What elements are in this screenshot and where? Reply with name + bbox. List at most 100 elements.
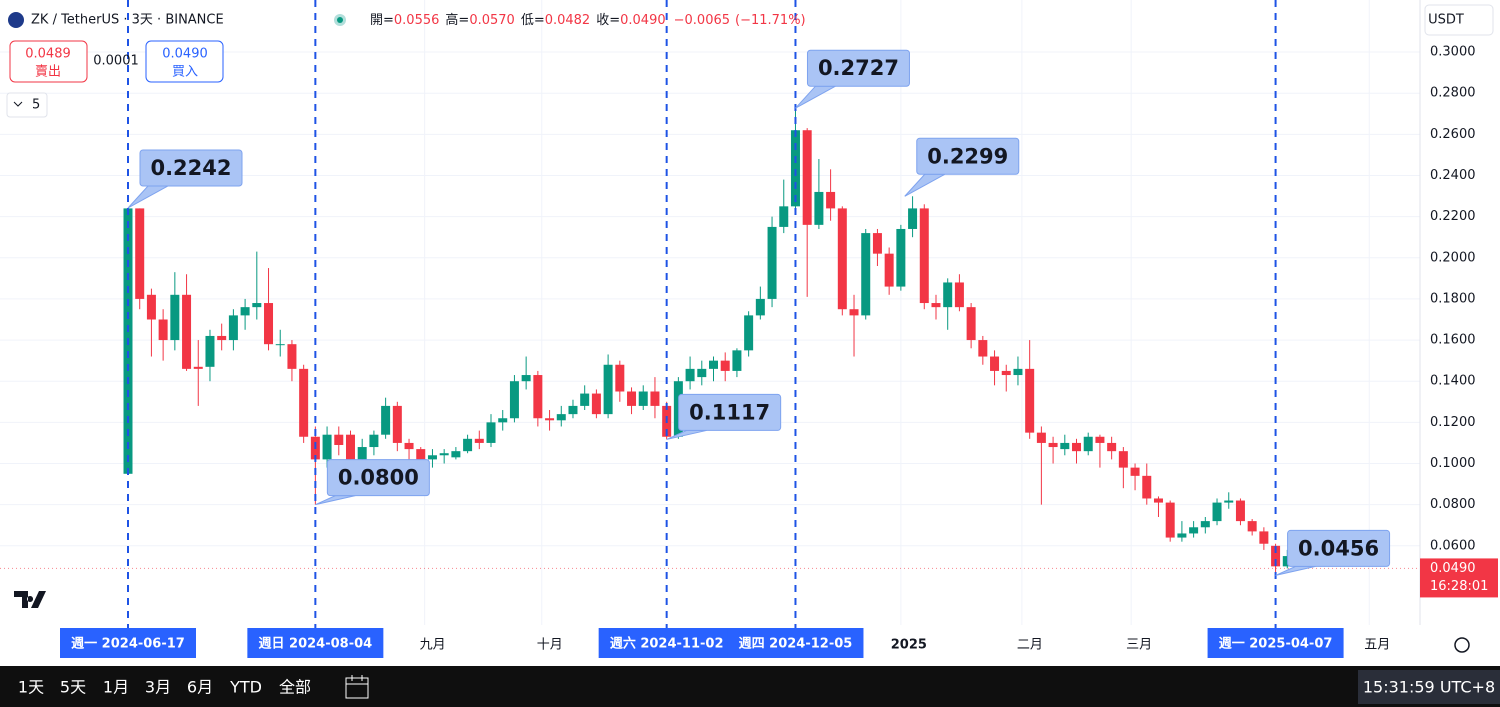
candle-body xyxy=(779,206,789,227)
quantity-box[interactable] xyxy=(6,92,48,118)
candle-body xyxy=(205,335,215,367)
price-axis-bg xyxy=(1420,0,1500,625)
candle-body xyxy=(732,350,742,371)
candle-body xyxy=(1153,498,1163,503)
candle-body xyxy=(545,418,555,421)
callout-pointer xyxy=(904,173,946,197)
callout-box xyxy=(916,137,1020,175)
candle-body xyxy=(861,233,871,316)
candle-body xyxy=(896,228,906,287)
candle-body xyxy=(568,405,578,415)
currency-button[interactable] xyxy=(1424,4,1494,36)
y-tick-label: 0.1400 xyxy=(1430,374,1476,389)
candle-body xyxy=(451,451,461,458)
clock: 15:31:59 UTC+8 xyxy=(1363,678,1495,697)
candle-body xyxy=(966,307,976,341)
candle-body xyxy=(1165,502,1175,538)
x-tick-label: 二月 xyxy=(1017,638,1043,653)
date-marker-label: 週六 2024-11-02 xyxy=(610,636,724,652)
date-range-icon[interactable] xyxy=(345,675,369,699)
range-button[interactable]: 6月 xyxy=(187,678,213,697)
x-tick-label: 五月 xyxy=(1364,638,1390,653)
candle-body xyxy=(919,208,929,304)
range-button[interactable]: 3月 xyxy=(145,678,171,697)
candle-body xyxy=(954,282,964,308)
candle-body xyxy=(1013,368,1023,376)
ohlc-value: 0.0490 xyxy=(620,13,666,28)
candle-body xyxy=(849,309,859,316)
candle-body xyxy=(135,208,145,299)
date-marker-label: 週日 2024-08-04 xyxy=(259,637,373,652)
candle-body xyxy=(744,315,754,351)
candle-body xyxy=(814,191,824,225)
candle-body xyxy=(1200,521,1210,528)
candle-body xyxy=(521,375,531,382)
last-price-label: 0.0490 xyxy=(1430,561,1476,576)
candle-body xyxy=(228,315,238,341)
candle-body xyxy=(1235,500,1245,522)
countdown: 16:28:01 xyxy=(1430,579,1488,594)
candle-body xyxy=(381,405,391,435)
y-tick-label: 0.2000 xyxy=(1430,250,1476,265)
range-button[interactable]: YTD xyxy=(229,678,262,697)
candle-body xyxy=(1048,442,1058,448)
buy-button[interactable] xyxy=(145,40,224,83)
date-marker-label: 週一 2024-06-17 xyxy=(71,637,185,652)
ohlc-value: 0.0570 xyxy=(469,13,515,28)
buy-label: 買入 xyxy=(172,65,198,80)
candle-body xyxy=(1189,527,1199,534)
candle-body xyxy=(1271,545,1281,567)
range-button[interactable]: 5天 xyxy=(60,678,86,697)
overlay-layer: 0.2242 0.0800 0.1117 0.2727 0.0456 0.2299 xyxy=(0,0,1420,628)
range-button[interactable]: 1月 xyxy=(103,678,129,697)
candle-body xyxy=(1025,368,1035,433)
x-tick-label: 十月 xyxy=(537,638,563,653)
candle-body xyxy=(591,393,601,415)
date-marker-label: 週一 2025-04-07 xyxy=(1219,637,1333,652)
candle-body xyxy=(1036,432,1046,443)
y-tick-label: 0.1000 xyxy=(1430,456,1476,471)
candle-body xyxy=(509,381,519,419)
y-tick-label: 0.0800 xyxy=(1430,497,1476,512)
candle-body xyxy=(1212,502,1222,522)
candle-body xyxy=(474,438,484,443)
candle-body xyxy=(463,438,473,452)
settings-icon[interactable] xyxy=(1454,637,1470,653)
callout-pointer xyxy=(666,429,707,440)
range-button[interactable]: 1天 xyxy=(18,678,44,697)
candle-body xyxy=(1001,370,1011,376)
candle-body xyxy=(498,418,508,423)
callout-label: 0.2299 xyxy=(927,144,1008,168)
candle-body xyxy=(1177,533,1187,538)
candle-body xyxy=(627,391,637,406)
candle-body xyxy=(334,434,344,445)
candle-body xyxy=(1095,436,1105,443)
status-dot-inner xyxy=(337,17,343,23)
sell-button[interactable] xyxy=(9,40,88,83)
range-button[interactable]: 全部 xyxy=(279,678,311,697)
candle-body xyxy=(264,303,274,345)
date-marker-box xyxy=(727,628,864,658)
y-tick-label: 0.2800 xyxy=(1430,86,1476,101)
callout-box xyxy=(806,49,910,87)
candle-body xyxy=(978,340,988,357)
candle-body xyxy=(486,422,496,443)
candle-body xyxy=(1224,500,1234,503)
axis-layer: 0.0600 0.0800 0.1000 0.1200 0.1400 0.1600 0.18… xyxy=(60,0,1498,658)
candle-body xyxy=(146,294,156,320)
sell-price: 0.0489 xyxy=(25,47,71,62)
callout-pointer xyxy=(795,85,836,109)
buy-price: 0.0490 xyxy=(162,47,208,62)
callout-label: 0.1117 xyxy=(689,400,770,424)
y-tick-label: 0.1800 xyxy=(1430,291,1476,306)
candle-body xyxy=(872,233,882,254)
candle-body xyxy=(158,319,168,341)
candle-body xyxy=(755,298,765,316)
callout-box xyxy=(139,149,243,187)
x-tick-label: 三月 xyxy=(1126,638,1152,653)
candle-body xyxy=(1259,531,1269,544)
symbol-title[interactable]: ZK / TetherUS · 3天 · BINANCE xyxy=(31,13,224,28)
currency: USDT xyxy=(1428,13,1464,28)
candle-body xyxy=(650,391,660,406)
ohlc-label: 收= xyxy=(596,13,620,28)
